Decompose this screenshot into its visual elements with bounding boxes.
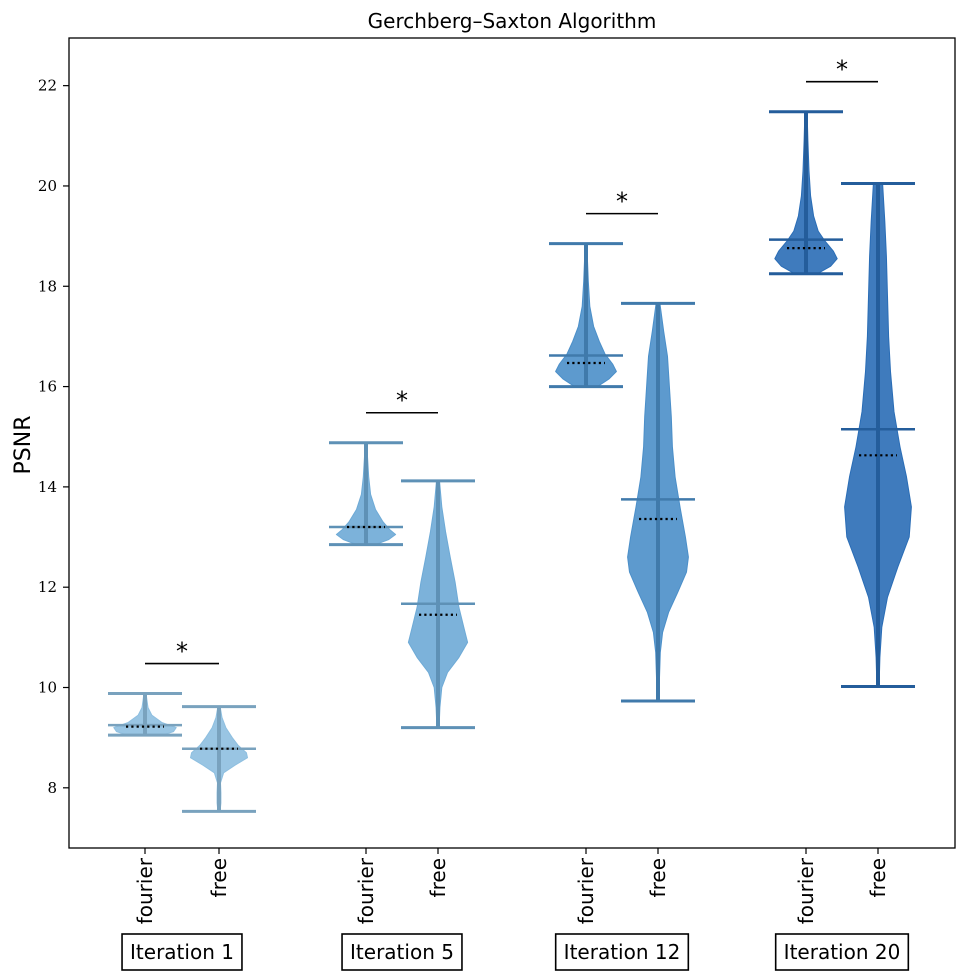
y-tick-label: 8 <box>47 779 57 797</box>
significance-star: * <box>176 638 188 666</box>
violin-group: fourier free * Iteration 1 <box>108 638 256 971</box>
significance-star: * <box>836 56 848 84</box>
y-axis-label: PSNR <box>11 416 36 475</box>
violin-group: fourier free * Iteration 5 <box>329 387 475 971</box>
axes-frame <box>68 37 956 849</box>
significance-star: * <box>396 387 408 415</box>
group-label: Iteration 5 <box>350 940 454 964</box>
x-tick-label: fourier <box>354 857 378 924</box>
y-tick-label: 18 <box>38 277 57 295</box>
x-tick-label: free <box>207 858 231 897</box>
y-tick-label: 20 <box>38 177 57 195</box>
group-label: Iteration 12 <box>564 940 681 964</box>
significance-star: * <box>616 188 628 216</box>
x-tick-label: fourier <box>133 857 157 924</box>
y-tick-label: 22 <box>38 77 57 95</box>
x-tick-label: free <box>426 858 450 897</box>
y-tick-label: 10 <box>38 679 57 697</box>
group-label-box <box>554 933 690 971</box>
violin-group: fourier free * Iteration 12 <box>549 188 695 971</box>
violin-group: fourier free * Iteration 20 <box>769 56 915 971</box>
group-label-box <box>774 933 910 971</box>
chart-title: Gerchberg–Saxton Algorithm <box>368 9 657 33</box>
group-label-box <box>121 933 243 971</box>
y-tick-label: 12 <box>38 578 57 596</box>
x-tick-label: free <box>646 858 670 897</box>
y-tick-label: 16 <box>38 378 57 396</box>
group-label: Iteration 1 <box>130 940 234 964</box>
x-tick-label: free <box>866 858 890 897</box>
x-tick-label: fourier <box>794 857 818 924</box>
group-label: Iteration 20 <box>784 940 901 964</box>
group-label-box <box>341 933 463 971</box>
y-tick-label: 14 <box>38 478 57 496</box>
x-tick-label: fourier <box>574 857 598 924</box>
